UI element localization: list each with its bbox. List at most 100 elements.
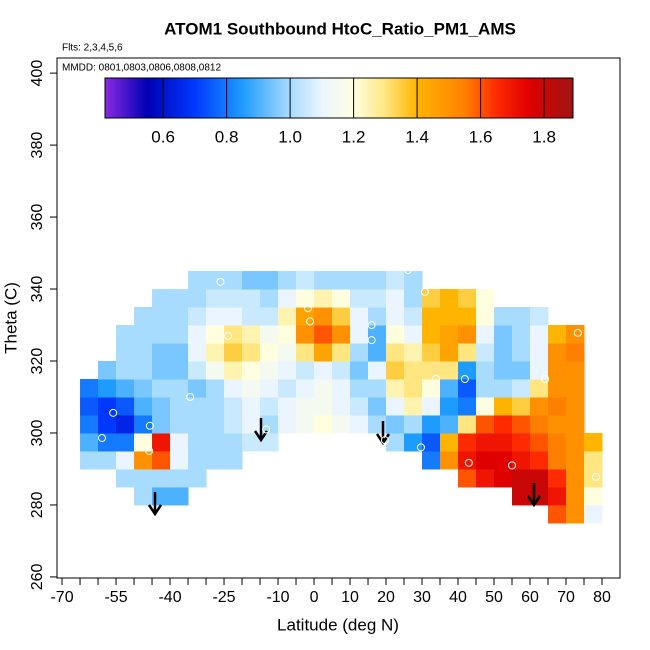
heat-cell [296, 361, 315, 380]
heat-cell [278, 378, 297, 398]
heat-cell [188, 468, 207, 488]
heat-cell [206, 414, 225, 434]
heat-cell [350, 414, 369, 434]
heat-cell [548, 325, 567, 344]
heat-cell [476, 378, 495, 398]
heat-cell [134, 361, 153, 380]
heat-cell [494, 378, 513, 398]
heat-cell [440, 396, 459, 416]
heat-cell [152, 396, 171, 416]
heat-cell [314, 361, 333, 380]
observation-point [216, 277, 225, 286]
heat-cell [98, 396, 117, 416]
heat-cell [566, 486, 585, 506]
heat-cell [440, 361, 459, 380]
heat-cell [548, 378, 567, 398]
colorbar [104, 77, 574, 119]
observation-point [176, 270, 185, 279]
heat-cell [224, 307, 243, 326]
heat-cell [278, 325, 297, 344]
heat-cell [512, 307, 531, 326]
x-tick-label: -40 [158, 589, 181, 606]
x-tick-label: -70 [50, 589, 73, 606]
heat-cell [530, 307, 549, 326]
heat-cell [188, 450, 207, 470]
heat-cell [170, 450, 189, 470]
heat-cell [566, 468, 585, 488]
heat-cell [242, 378, 261, 398]
heat-cell [314, 343, 333, 362]
heat-cell [260, 289, 279, 308]
heat-cell [494, 307, 513, 326]
heat-cell [224, 378, 243, 398]
heat-cell [458, 414, 477, 434]
heat-cell [314, 307, 333, 326]
y-tick-label: 300 [29, 420, 46, 447]
observation-point [460, 374, 469, 383]
heat-cell [296, 289, 315, 308]
heat-cell [170, 361, 189, 380]
heat-cell [458, 396, 477, 416]
heat-cell [530, 432, 549, 452]
annotation: MMDD: 0801,0803,0806,0808,0812 [62, 63, 221, 74]
heat-cell [584, 432, 603, 452]
x-tick-label: 0 [310, 589, 319, 606]
observation-point [145, 421, 154, 430]
heat-cell [566, 325, 585, 344]
heat-cell [188, 271, 207, 290]
heat-cell [566, 378, 585, 398]
heat-cell [242, 396, 261, 416]
heat-cell [80, 414, 99, 434]
observation-point [573, 328, 582, 337]
heat-cell [476, 307, 495, 326]
observation-point [306, 317, 315, 326]
heat-cell [530, 378, 549, 398]
heat-cell [332, 325, 351, 344]
heat-cell [422, 325, 441, 344]
heat-cell [512, 396, 531, 416]
heat-cell [170, 486, 189, 506]
heat-cell [80, 450, 99, 470]
heat-cell [422, 307, 441, 326]
heat-cell [368, 271, 387, 290]
heat-cell [332, 414, 351, 434]
heat-cell [530, 396, 549, 416]
heat-cell [458, 343, 477, 362]
heat-cell [116, 325, 135, 344]
heat-cell [566, 504, 585, 524]
heat-cell [386, 361, 405, 380]
heat-cell [350, 361, 369, 380]
heat-cell [368, 289, 387, 308]
heat-cell [170, 378, 189, 398]
heat-cell [134, 396, 153, 416]
heat-cell [368, 396, 387, 416]
heat-cell [566, 414, 585, 434]
heat-cell [404, 432, 423, 452]
heat-cell [188, 343, 207, 362]
heat-cell [296, 307, 315, 326]
heat-cell [422, 343, 441, 362]
heat-cell [188, 396, 207, 416]
heat-cell [278, 361, 297, 380]
heat-cell [368, 361, 387, 380]
heat-cell [458, 325, 477, 344]
arrow [526, 483, 542, 508]
heat-cell [404, 289, 423, 308]
observation-point [186, 392, 195, 401]
heat-cell [134, 307, 153, 326]
heat-cell [80, 432, 99, 452]
heat-cell [440, 432, 459, 452]
heat-cell [440, 289, 459, 308]
heat-cell [224, 450, 243, 470]
heat-cell [170, 289, 189, 308]
heat-cell [368, 325, 387, 344]
heat-cell [584, 504, 603, 524]
heat-cell [152, 468, 171, 488]
heat-cell [278, 414, 297, 434]
heat-cell [80, 378, 99, 398]
heat-cell [242, 432, 261, 452]
observation-point [551, 312, 560, 321]
heat-cell [350, 307, 369, 326]
heat-cell [224, 289, 243, 308]
heat-cell [350, 378, 369, 398]
